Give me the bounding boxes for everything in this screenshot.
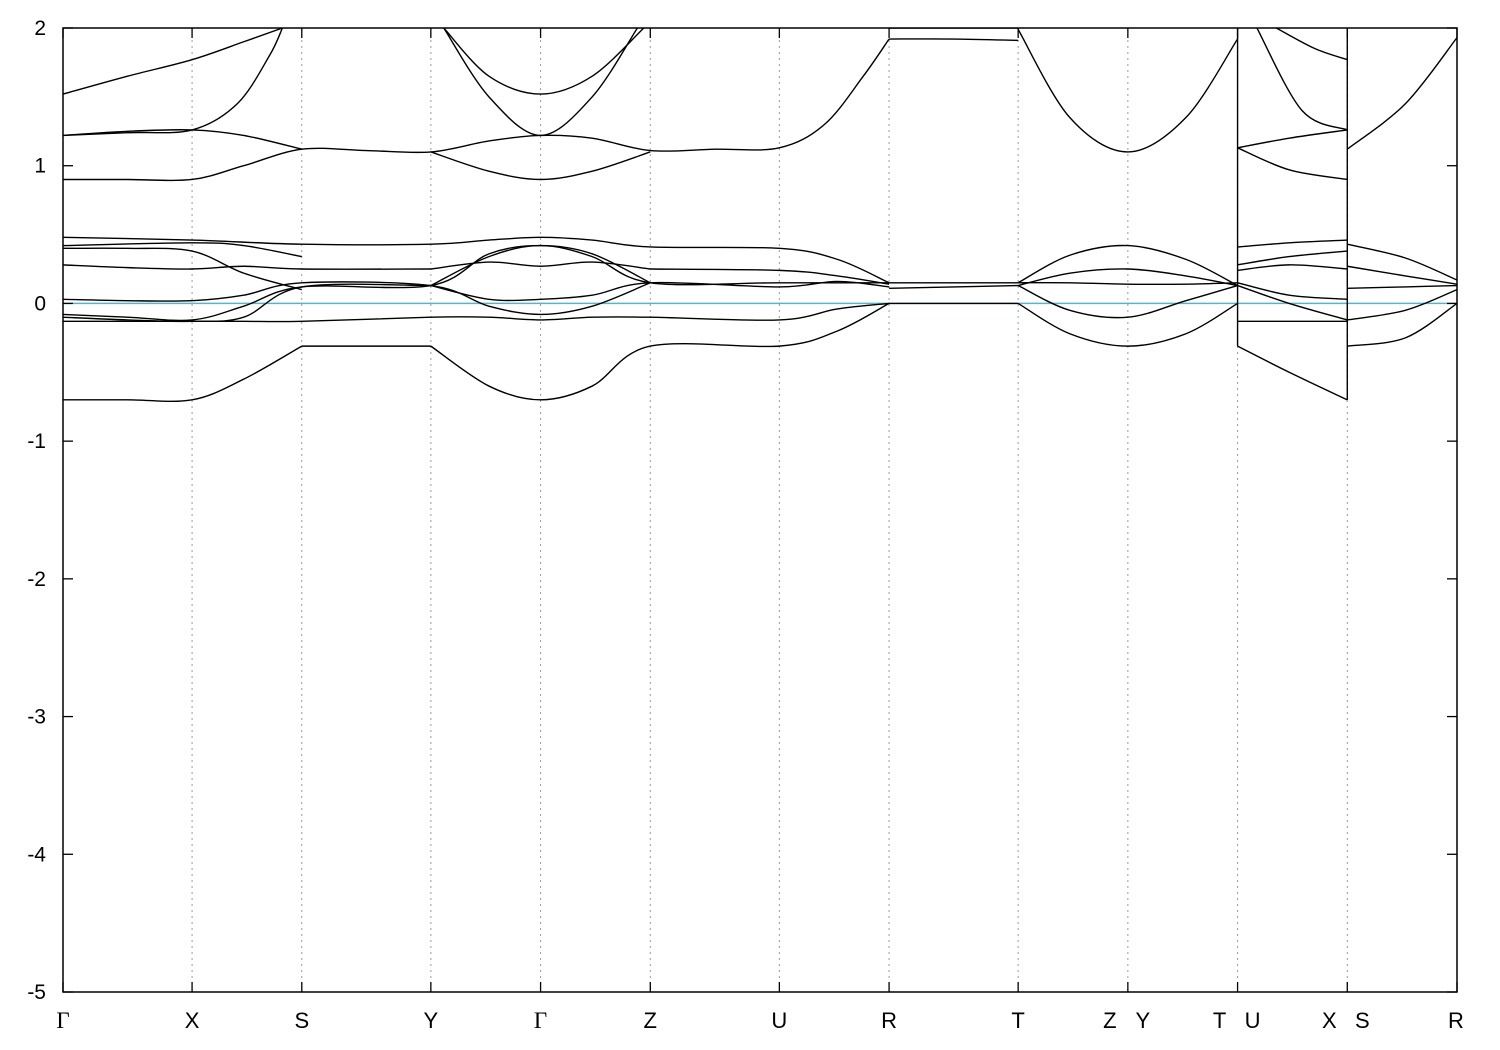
- band-line-12: [1237, 147, 1348, 181]
- kpoint-label: Y: [424, 1008, 439, 1033]
- y-tick-label: -2: [27, 568, 46, 591]
- band-line-25: [63, 244, 651, 322]
- band-line-41: [1237, 284, 1348, 321]
- band-line-33: [1017, 244, 1238, 287]
- band-line-38: [1237, 239, 1348, 248]
- band-line-50: [63, 283, 431, 323]
- band-line-19: [63, 264, 431, 270]
- band-line-45: [1347, 243, 1457, 281]
- band-line-13: [1256, 28, 1348, 131]
- band-line-23: [650, 268, 890, 285]
- band-line-3: [63, 38, 890, 182]
- kpoint-label: Z: [644, 1008, 657, 1033]
- band-line-42: [1237, 282, 1348, 300]
- kpoint-label: S: [1355, 1008, 1370, 1033]
- band-line-2: [63, 28, 284, 137]
- kpoint-label: Γ: [56, 1008, 69, 1033]
- kpoint-label: Z: [1103, 1008, 1116, 1033]
- band-line-16: [63, 236, 890, 284]
- band-line-5: [430, 151, 651, 181]
- kpoint-label: T: [1213, 1008, 1226, 1033]
- kpoint-label: R: [1448, 1008, 1464, 1033]
- band-line-47: [1347, 284, 1457, 289]
- band-line-14: [1275, 28, 1348, 61]
- band-line-35: [1018, 281, 1238, 286]
- band-lines: [63, 28, 1457, 403]
- band-line-4: [63, 128, 302, 150]
- grid-lines: [191, 28, 1348, 992]
- plot-frame: [62, 27, 1458, 993]
- kpoint-label: X: [185, 1008, 200, 1033]
- kpoint-label: T: [1011, 1008, 1024, 1033]
- band-line-17: [63, 242, 302, 258]
- band-line-49: [1347, 302, 1457, 347]
- band-line-8: [889, 38, 1019, 42]
- band-line-46: [1347, 265, 1457, 285]
- y-axis: 2 1 0 -1 -2 -3 -4 -5: [27, 17, 1457, 1004]
- band-line-24: [63, 281, 651, 316]
- band-line-15: [1346, 37, 1457, 150]
- y-tick-label: 0: [34, 292, 46, 315]
- kpoint-label: Y: [1136, 1008, 1151, 1033]
- band-line-48: [1347, 289, 1457, 321]
- kpoint-label: U: [1245, 1008, 1261, 1033]
- band-line-22: [430, 280, 890, 302]
- y-tick-label: 1: [34, 155, 46, 178]
- band-line-44: [1237, 345, 1348, 401]
- band-line-37: [1017, 302, 1238, 347]
- y-tick-label: -5: [27, 981, 46, 1004]
- band-line-36: [1017, 284, 1238, 319]
- band-line-21: [430, 244, 890, 287]
- y-tick-label: -3: [27, 706, 46, 729]
- band-line-6: [443, 28, 645, 95]
- band-line-31: [889, 284, 1019, 289]
- kpoint-label: Γ: [534, 1008, 547, 1033]
- band-line-26: [63, 302, 890, 323]
- band-line-11: [1237, 129, 1348, 149]
- kpoint-label: S: [294, 1008, 309, 1033]
- band-line-1: [63, 28, 283, 95]
- band-line-10: [1017, 29, 1239, 153]
- band-line-34: [1017, 268, 1238, 287]
- band-line-40: [1237, 264, 1348, 272]
- band-line-39: [1237, 250, 1348, 266]
- y-tick-label: 2: [34, 17, 46, 40]
- band-line-18: [63, 247, 302, 291]
- band-line-29: [430, 302, 890, 401]
- band-line-27: [63, 345, 303, 403]
- y-tick-label: -4: [27, 843, 46, 866]
- kpoint-label: X: [1322, 1008, 1337, 1033]
- band-line-20: [430, 261, 651, 270]
- y-tick-label: -1: [27, 430, 46, 453]
- kpoint-label: R: [881, 1008, 897, 1033]
- kpoint-label: U: [771, 1008, 787, 1033]
- band-line-7: [443, 28, 638, 137]
